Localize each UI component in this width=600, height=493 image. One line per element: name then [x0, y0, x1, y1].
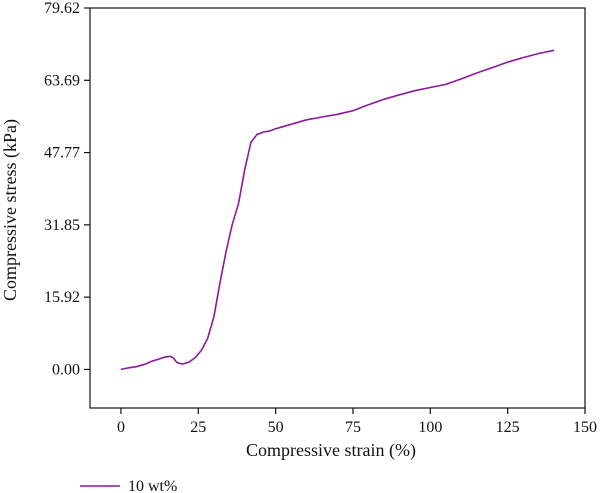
legend: 10 wt%	[80, 478, 177, 493]
x-tick-label: 125	[496, 419, 520, 436]
plot-frame	[89, 7, 586, 409]
legend-label: 10 wt%	[128, 478, 177, 493]
x-tick-label: 0	[117, 419, 125, 436]
y-tick-label: 15.92	[44, 289, 80, 306]
y-axis: 0.00 15.92 31.85 47.77 63.69 79.62	[44, 0, 90, 378]
y-tick-label: 0.00	[52, 361, 80, 378]
x-tick-label: 100	[418, 419, 442, 436]
x-tick-label: 75	[345, 419, 361, 436]
y-tick-label: 63.69	[44, 72, 80, 89]
series-layer	[120, 49, 555, 371]
x-tick-label: 50	[268, 419, 284, 436]
y-tick-label: 47.77	[44, 145, 80, 162]
x-axis: 0 25 50 75 100 125 150	[117, 408, 597, 436]
x-tick-label: 150	[573, 419, 597, 436]
y-axis-title: Compressive stress (kPa)	[0, 119, 21, 301]
y-tick-label: 31.85	[44, 217, 80, 234]
x-axis-title: Compressive strain (%)	[246, 440, 416, 461]
plot-area-border	[89, 7, 586, 409]
series-line	[120, 49, 555, 371]
y-tick-label: 79.62	[44, 0, 80, 17]
x-tick-label: 25	[190, 419, 206, 436]
